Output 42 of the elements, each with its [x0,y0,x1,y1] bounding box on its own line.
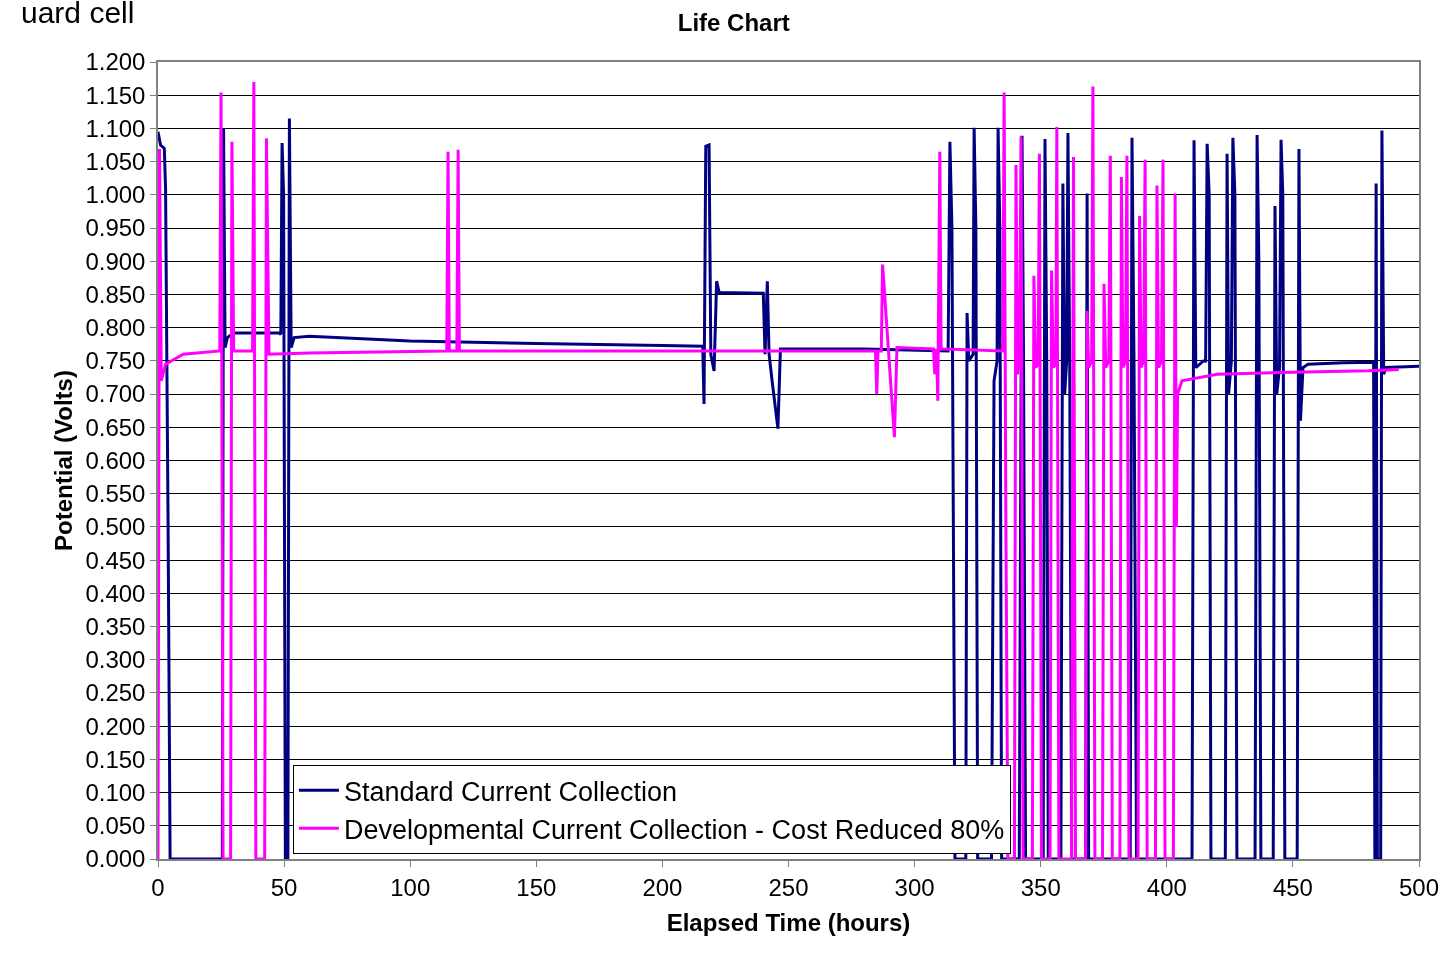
y-tick-label: 0.800 [85,314,146,342]
y-tick-label: 0.650 [85,413,146,441]
legend-label: Standard Current Collection [343,776,678,807]
x-tick-label: 200 [642,873,683,901]
x-tick-label: 400 [1146,873,1187,901]
y-tick-label: 0.200 [85,712,146,740]
x-tick-label: 150 [516,873,557,901]
y-tick-label: 0.950 [85,214,146,242]
y-tick-label: 0.050 [85,812,146,840]
y-tick-label: 0.700 [85,380,146,408]
y-tick-label: 0.150 [85,745,146,773]
y-tick-label: 0.000 [85,845,146,873]
y-tick-label: 0.100 [85,778,146,806]
y-tick-label: 0.250 [85,679,146,707]
y-tick-label: 1.100 [85,114,146,142]
y-tick-label: 0.850 [85,280,146,308]
x-axis-title: Elapsed Time (hours) [666,909,911,937]
x-tick-label: 0 [151,873,165,901]
x-tick-label: 500 [1398,873,1440,901]
y-tick-label: 0.350 [85,612,146,640]
y-tick-label: 0.400 [85,579,146,607]
x-tick-label: 450 [1272,873,1313,901]
y-tick-label: 0.600 [85,446,146,474]
y-tick-label: 0.900 [85,247,146,275]
y-tick-label: 0.550 [85,480,146,508]
y-tick-label: 1.150 [85,81,146,109]
chart-title: Life Chart [677,9,790,37]
x-tick-label: 100 [390,873,431,901]
x-tick-label: 350 [1020,873,1061,901]
y-tick-label: 0.450 [85,546,146,574]
legend-label: Developmental Current Collection - Cost Reduced 80% [343,814,1005,845]
y-tick-label: 0.750 [85,347,146,375]
y-tick-label: 1.200 [85,48,146,76]
y-tick-label: 0.300 [85,646,146,674]
text: uard cell [21,0,135,29]
x-tick-label: 300 [894,873,935,901]
y-axis-title: Potential (Volts) [49,370,77,551]
y-tick-label: 1.000 [85,181,146,209]
x-tick-label: 50 [270,873,298,901]
y-tick-label: 0.500 [85,513,146,541]
x-tick-label: 250 [768,873,809,901]
y-tick-label: 1.050 [85,148,146,176]
